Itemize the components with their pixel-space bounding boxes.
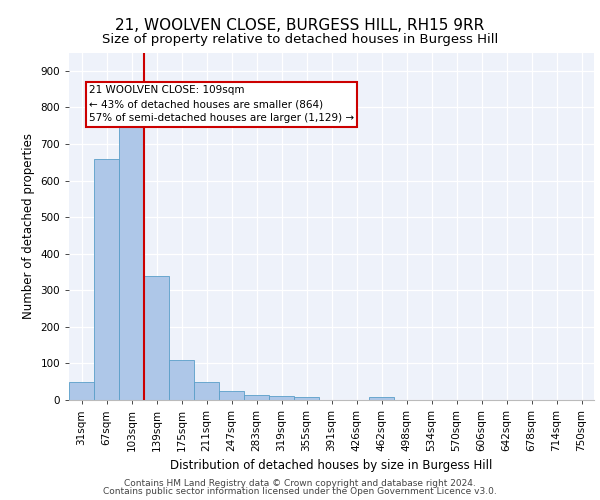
Text: 21 WOOLVEN CLOSE: 109sqm
← 43% of detached houses are smaller (864)
57% of semi-: 21 WOOLVEN CLOSE: 109sqm ← 43% of detach… xyxy=(89,86,354,124)
Bar xyxy=(294,397,319,400)
Bar xyxy=(144,276,169,400)
Bar xyxy=(69,382,94,400)
X-axis label: Distribution of detached houses by size in Burgess Hill: Distribution of detached houses by size … xyxy=(170,460,493,472)
Bar xyxy=(169,360,194,400)
Text: Size of property relative to detached houses in Burgess Hill: Size of property relative to detached ho… xyxy=(102,32,498,46)
Bar xyxy=(94,158,119,400)
Bar xyxy=(244,394,269,400)
Text: 21, WOOLVEN CLOSE, BURGESS HILL, RH15 9RR: 21, WOOLVEN CLOSE, BURGESS HILL, RH15 9R… xyxy=(115,18,485,32)
Bar xyxy=(369,397,394,400)
Bar xyxy=(269,396,294,400)
Bar xyxy=(119,126,144,400)
Bar xyxy=(219,391,244,400)
Text: Contains HM Land Registry data © Crown copyright and database right 2024.: Contains HM Land Registry data © Crown c… xyxy=(124,478,476,488)
Text: Contains public sector information licensed under the Open Government Licence v3: Contains public sector information licen… xyxy=(103,487,497,496)
Y-axis label: Number of detached properties: Number of detached properties xyxy=(22,133,35,320)
Bar xyxy=(194,382,219,400)
